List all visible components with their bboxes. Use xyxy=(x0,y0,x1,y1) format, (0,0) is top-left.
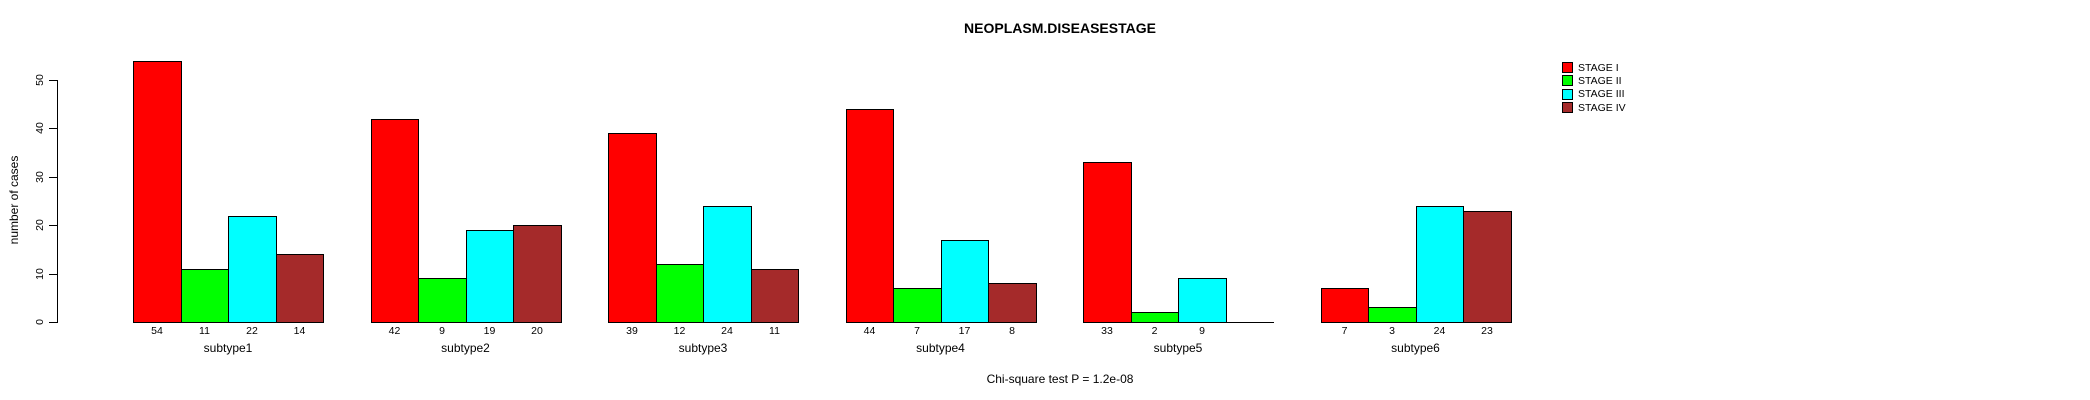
bar-value-label: 9 xyxy=(439,325,445,337)
bar-subtype2-stage-ii xyxy=(418,278,467,323)
bar-value-label: 11 xyxy=(199,325,210,337)
x-category-label-subtype4: subtype4 xyxy=(916,341,965,355)
y-tick-label: 20 xyxy=(34,219,46,231)
bar-value-label: 24 xyxy=(721,325,733,337)
x-category-label-subtype2: subtype2 xyxy=(441,341,490,355)
bar-value-label: 23 xyxy=(1481,325,1493,337)
bar-subtype2-stage-iii xyxy=(466,230,514,323)
y-tick-label: 30 xyxy=(34,171,46,183)
bar-subtype6-stage-i xyxy=(1321,288,1369,323)
bar-subtype4-stage-iii xyxy=(941,240,989,323)
bar-value-label: 12 xyxy=(673,325,686,337)
bar-value-label: 20 xyxy=(531,325,543,337)
bar-value-label: 19 xyxy=(483,325,496,337)
bar-value-label: 7 xyxy=(1341,325,1348,337)
y-tick xyxy=(49,274,57,275)
bar-subtype2-stage-i xyxy=(371,119,419,323)
bar-subtype3-stage-ii xyxy=(656,264,704,323)
y-tick xyxy=(49,80,57,81)
bar-subtype3-stage-iv xyxy=(751,269,799,323)
y-tick-label: 10 xyxy=(34,268,46,280)
y-axis-line xyxy=(57,80,58,323)
legend-swatch-stage-i xyxy=(1562,62,1573,74)
bar-subtype1-stage-ii xyxy=(181,269,229,323)
bar-value-label: 2 xyxy=(1151,325,1158,337)
bar-value-label: 11 xyxy=(769,325,780,337)
legend-swatch-stage-iii xyxy=(1562,88,1573,100)
bar-value-label: 14 xyxy=(293,325,306,337)
bar-subtype5-stage-iv xyxy=(1226,322,1274,323)
y-tick-label: 40 xyxy=(34,122,46,134)
y-tick-label: 0 xyxy=(34,319,46,325)
bar-subtype4-stage-ii xyxy=(893,288,942,323)
y-tick xyxy=(49,322,57,323)
legend-item-stage-iii: STAGE III xyxy=(1562,88,1626,101)
x-category-label-subtype5: subtype5 xyxy=(1153,341,1203,355)
bar-subtype1-stage-i xyxy=(133,61,182,323)
bar-subtype5-stage-i xyxy=(1083,162,1132,323)
legend-swatch-stage-iv xyxy=(1562,102,1573,114)
bar-subtype4-stage-i xyxy=(846,109,894,323)
bar-value-label: 7 xyxy=(914,325,920,337)
chi-square-annotation: Chi-square test P = 1.2e-08 xyxy=(986,372,1134,386)
bar-value-label: 17 xyxy=(958,325,971,337)
y-axis-label: number of cases xyxy=(7,155,21,245)
bar-subtype6-stage-iv xyxy=(1463,211,1512,323)
bar-value-label: 24 xyxy=(1433,325,1446,337)
y-tick xyxy=(49,128,57,129)
bar-value-label: 22 xyxy=(246,325,258,337)
x-category-label-subtype6: subtype6 xyxy=(1391,341,1440,355)
legend-label: STAGE II xyxy=(1578,74,1622,87)
bar-subtype2-stage-iv xyxy=(513,225,562,323)
legend-swatch-stage-ii xyxy=(1562,75,1573,87)
bar-value-label: 33 xyxy=(1101,325,1113,337)
bar-subtype6-stage-ii xyxy=(1368,307,1417,323)
legend-item-stage-iv: STAGE IV xyxy=(1562,101,1626,114)
bar-value-label: 39 xyxy=(626,325,638,337)
bar-value-label: 3 xyxy=(1389,325,1395,337)
bar-value-label: 44 xyxy=(863,325,876,337)
legend-label: STAGE III xyxy=(1578,88,1625,101)
bar-subtype1-stage-iii xyxy=(228,216,277,323)
bar-subtype6-stage-iii xyxy=(1416,206,1464,323)
bar-value-label: 9 xyxy=(1199,325,1205,337)
legend: STAGE I STAGE II STAGE III STAGE IV xyxy=(1562,61,1626,114)
bar-subtype3-stage-iii xyxy=(703,206,752,323)
bar-value-label: 8 xyxy=(1009,325,1015,337)
y-tick-label: 50 xyxy=(34,74,46,86)
bar-subtype1-stage-iv xyxy=(276,254,324,323)
chart-title: NEOPLASM.DISEASESTAGE xyxy=(964,20,1156,36)
y-tick xyxy=(49,225,57,226)
x-category-label-subtype1: subtype1 xyxy=(203,341,253,355)
legend-item-stage-i: STAGE I xyxy=(1562,61,1626,74)
legend-label: STAGE I xyxy=(1578,61,1619,74)
x-category-label-subtype3: subtype3 xyxy=(678,341,728,355)
bar-value-label: 54 xyxy=(151,325,163,337)
bar-value-label: 42 xyxy=(388,325,401,337)
bar-subtype4-stage-iv xyxy=(988,283,1037,323)
bar-subtype5-stage-ii xyxy=(1131,312,1179,323)
legend-item-stage-ii: STAGE II xyxy=(1562,74,1626,87)
y-tick xyxy=(49,177,57,178)
legend-label: STAGE IV xyxy=(1578,101,1626,114)
bar-subtype3-stage-i xyxy=(608,133,657,323)
bar-subtype5-stage-iii xyxy=(1178,278,1227,323)
